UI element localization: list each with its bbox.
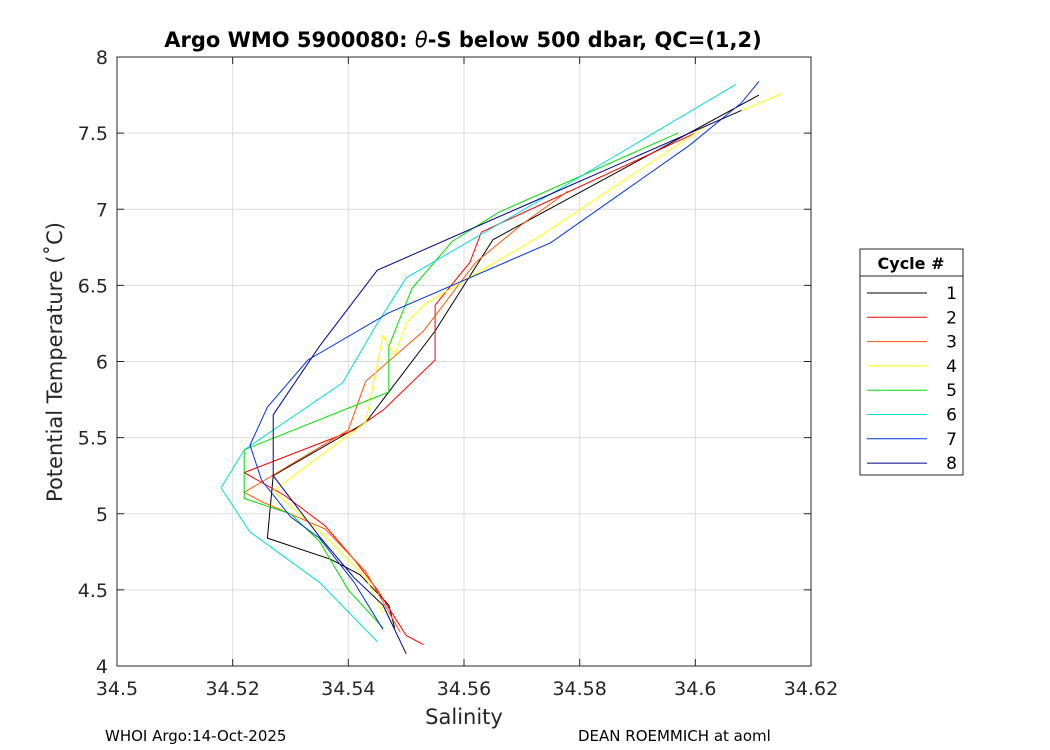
legend-box [859, 248, 964, 476]
y-tick-label: 5.5 [78, 428, 108, 450]
legend-label-cycle-2: 2 [946, 308, 957, 328]
series-line-cycle-4 [272, 93, 783, 613]
series-layer [220, 81, 783, 655]
y-tick-label: 7 [96, 199, 108, 221]
y-tick-label: 6 [96, 352, 108, 374]
legend-label-cycle-6: 6 [946, 406, 957, 426]
legend: Cycle # 1 2 3 4 5 6 7 8 [859, 248, 964, 476]
footer-right: DEAN ROEMMICH at aoml [578, 727, 771, 745]
y-tick-label: 7.5 [78, 123, 108, 145]
x-tick-label: 34.56 [437, 678, 491, 700]
y-tick-label: 8 [96, 47, 108, 69]
y-tick-label: 4.5 [78, 580, 108, 602]
footer-left: WHOI Argo:14-Oct-2025 [105, 727, 286, 745]
legend-label-cycle-7: 7 [946, 430, 957, 450]
series-line-cycle-8 [272, 109, 742, 655]
legend-items: 1 2 3 4 5 6 7 8 [867, 284, 957, 474]
y-tick-label: 6.5 [78, 275, 108, 297]
y-tick-labels: 4 4.5 5 5.5 6 6.5 7 7.5 8 [78, 47, 108, 678]
x-tick-label: 34.54 [321, 678, 375, 700]
legend-label-cycle-1: 1 [946, 284, 957, 304]
x-tick-label: 34.6 [674, 678, 716, 700]
y-tick-label: 5 [96, 504, 108, 526]
x-tick-label: 34.52 [205, 678, 259, 700]
series-line-cycle-6 [220, 83, 737, 642]
legend-label-cycle-5: 5 [946, 381, 957, 401]
series-line-cycle-5 [243, 132, 679, 629]
x-tick-label: 34.62 [784, 678, 838, 700]
legend-label-cycle-4: 4 [946, 357, 957, 377]
series-line-cycle-7 [249, 81, 760, 630]
y-axis-label: Potential Temperature (˚C) [43, 222, 67, 502]
legend-label-cycle-8: 8 [946, 454, 957, 474]
legend-label-cycle-3: 3 [946, 333, 957, 353]
x-axis-label: Salinity [425, 705, 503, 729]
series-line-cycle-3 [243, 190, 569, 633]
legend-title: Cycle # [878, 254, 945, 273]
x-tick-label: 34.5 [96, 678, 138, 700]
x-tick-labels: 34.5 34.52 34.54 34.56 34.58 34.6 34.62 [96, 678, 838, 700]
chart-title: Argo WMO 5900080: θ-S below 500 dbar, QC… [164, 28, 761, 52]
y-tick-label: 4 [96, 656, 108, 678]
plot-frame [116, 56, 812, 667]
x-tick-label: 34.58 [552, 678, 606, 700]
